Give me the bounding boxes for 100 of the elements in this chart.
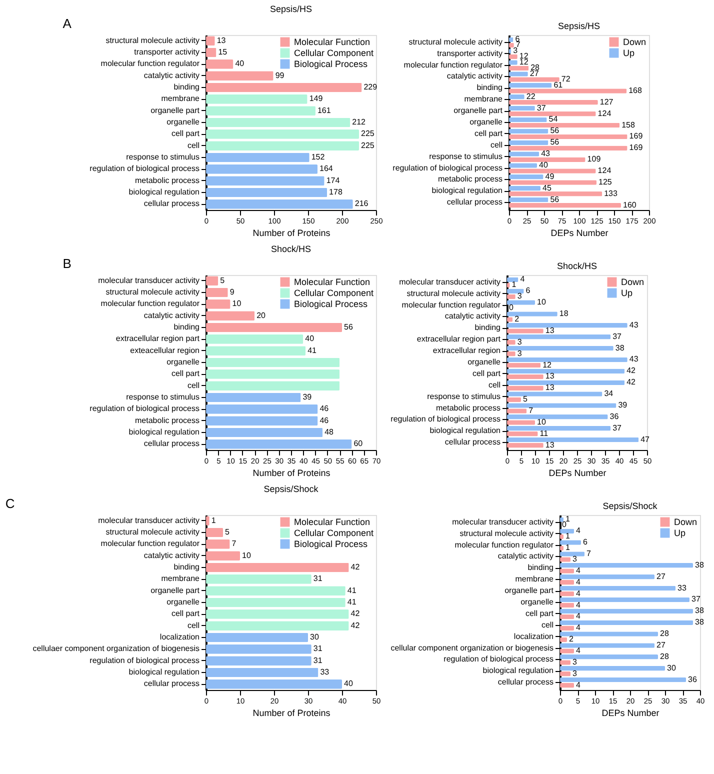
bar xyxy=(507,374,544,380)
data-label: 3 xyxy=(513,46,518,56)
bar xyxy=(206,82,362,92)
data-label: 30 xyxy=(667,663,676,672)
data-label: 178 xyxy=(329,188,343,196)
legend-label: Biological Process xyxy=(294,299,368,309)
y-tick-label: structural molecule activity xyxy=(406,288,500,298)
data-label: 161 xyxy=(317,106,332,115)
data-label: 174 xyxy=(326,176,340,185)
data-label: 3 xyxy=(517,337,522,346)
y-tick-label: biological regulation xyxy=(128,668,200,676)
legend-label: Down xyxy=(623,37,646,47)
bar xyxy=(560,591,574,596)
data-label: 3 xyxy=(572,668,578,678)
y-tick-label: binding xyxy=(174,322,200,332)
y-tick-label: cell xyxy=(187,620,200,630)
data-label: 56 xyxy=(344,322,354,332)
data-label: 169 xyxy=(629,143,644,152)
data-label: 2 xyxy=(514,314,520,324)
bar xyxy=(206,300,230,309)
data-label: 3 xyxy=(572,657,578,666)
y-tick-label: molecular transducer activity xyxy=(98,516,200,525)
y-tick-label: cell part xyxy=(472,368,502,378)
bar xyxy=(507,426,611,431)
data-label: 47 xyxy=(640,434,650,444)
data-label: 127 xyxy=(600,97,614,106)
data-label: 37 xyxy=(612,332,622,341)
bar xyxy=(560,626,574,631)
data-label: 11 xyxy=(540,428,549,438)
bar xyxy=(560,528,574,534)
data-label: 20 xyxy=(256,310,266,320)
bar xyxy=(560,580,574,585)
data-label: 1 xyxy=(566,532,570,541)
bar xyxy=(206,656,312,666)
data-label: 40 xyxy=(539,160,548,170)
data-label: 5 xyxy=(220,276,226,285)
data-label: 27 xyxy=(656,640,666,650)
data-label: 46 xyxy=(320,416,330,425)
data-label: 4 xyxy=(576,526,581,536)
y-tick-label: response to stimulus xyxy=(126,152,200,162)
y-tick-label: transporter activity xyxy=(134,48,200,56)
bar xyxy=(509,66,529,70)
bar xyxy=(206,680,342,689)
legend-label: Down xyxy=(674,517,698,527)
bar xyxy=(206,370,340,379)
bar xyxy=(509,174,544,180)
data-label: 22 xyxy=(526,92,536,101)
data-label: 43 xyxy=(541,149,551,158)
y-tick-label: organelle part xyxy=(454,106,504,116)
data-label: 61 xyxy=(554,80,564,90)
bar xyxy=(206,200,353,209)
y-tick-label: metabolic process xyxy=(438,174,502,184)
bar xyxy=(509,128,548,134)
bar xyxy=(206,176,324,186)
y-tick-label: molecular function regulator xyxy=(402,300,501,310)
data-label: 13 xyxy=(545,372,555,381)
bar xyxy=(507,442,544,448)
bar xyxy=(206,188,328,198)
bar xyxy=(507,397,521,402)
data-label: 152 xyxy=(311,152,326,162)
y-tick-label: membrane xyxy=(161,94,200,104)
bar xyxy=(507,414,608,420)
y-tick-label: organelle part xyxy=(150,106,200,115)
bar xyxy=(206,668,318,678)
data-label: 12 xyxy=(519,58,529,67)
data-label: 4 xyxy=(576,623,581,632)
y-tick-label: structural molecule activity xyxy=(106,36,200,45)
bar xyxy=(560,586,676,591)
data-label: 15 xyxy=(218,48,228,56)
bar xyxy=(206,598,346,608)
bar xyxy=(509,134,628,140)
bar xyxy=(206,276,218,286)
y-tick-label: catalytic activity xyxy=(144,70,200,80)
y-tick-label: molecular function regulator xyxy=(454,540,554,550)
data-label: 6 xyxy=(583,538,588,547)
bar xyxy=(206,322,342,332)
bar xyxy=(509,100,598,105)
data-label: 56 xyxy=(550,194,560,204)
bar xyxy=(509,122,620,128)
chart-title: Sepsis/Shock xyxy=(602,501,658,511)
y-tick-label: cellular process xyxy=(144,199,200,208)
data-label: 5 xyxy=(225,528,230,536)
bar xyxy=(507,386,544,391)
data-label: 54 xyxy=(548,114,558,124)
text: A xyxy=(62,16,72,31)
bar xyxy=(560,666,665,671)
bar xyxy=(560,682,574,688)
y-tick-label: cellular process xyxy=(446,198,502,207)
y-tick-label: organelle xyxy=(520,598,554,606)
bar xyxy=(206,621,349,630)
bar xyxy=(206,130,359,139)
y-tick-label: catalytic activity xyxy=(144,550,200,560)
y-tick-label: molecular transducer activity xyxy=(452,517,554,526)
data-label: 3 xyxy=(572,554,578,564)
bar xyxy=(560,677,686,682)
legend-label: Up xyxy=(621,288,633,298)
bar xyxy=(560,602,574,608)
data-label: 42 xyxy=(350,609,360,618)
data-label: 27 xyxy=(656,572,666,581)
bar xyxy=(206,94,308,104)
